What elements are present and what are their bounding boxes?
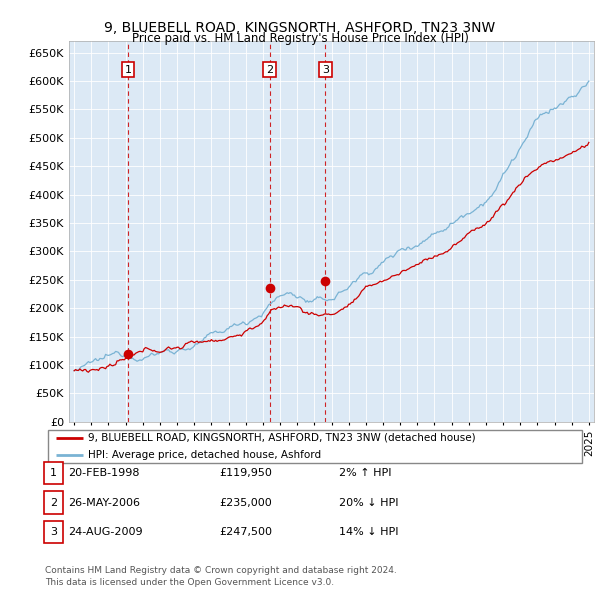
Text: 9, BLUEBELL ROAD, KINGSNORTH, ASHFORD, TN23 3NW (detached house): 9, BLUEBELL ROAD, KINGSNORTH, ASHFORD, T… (88, 433, 476, 443)
Text: 1: 1 (124, 65, 131, 75)
Text: HPI: Average price, detached house, Ashford: HPI: Average price, detached house, Ashf… (88, 450, 321, 460)
Text: 2: 2 (50, 498, 57, 507)
Text: 24-AUG-2009: 24-AUG-2009 (68, 527, 142, 537)
Text: 14% ↓ HPI: 14% ↓ HPI (339, 527, 398, 537)
Text: 2% ↑ HPI: 2% ↑ HPI (339, 468, 391, 478)
Text: 1: 1 (50, 468, 57, 478)
Text: 20% ↓ HPI: 20% ↓ HPI (339, 498, 398, 507)
Text: 26-MAY-2006: 26-MAY-2006 (68, 498, 140, 507)
Text: £247,500: £247,500 (219, 527, 272, 537)
Text: £119,950: £119,950 (219, 468, 272, 478)
Text: 20-FEB-1998: 20-FEB-1998 (68, 468, 139, 478)
Text: £235,000: £235,000 (219, 498, 272, 507)
Text: 2: 2 (266, 65, 273, 75)
FancyBboxPatch shape (48, 430, 582, 463)
Text: 9, BLUEBELL ROAD, KINGSNORTH, ASHFORD, TN23 3NW: 9, BLUEBELL ROAD, KINGSNORTH, ASHFORD, T… (104, 21, 496, 35)
Text: 3: 3 (50, 527, 57, 537)
Text: Contains HM Land Registry data © Crown copyright and database right 2024.
This d: Contains HM Land Registry data © Crown c… (45, 566, 397, 587)
Text: Price paid vs. HM Land Registry's House Price Index (HPI): Price paid vs. HM Land Registry's House … (131, 32, 469, 45)
Text: 3: 3 (322, 65, 329, 75)
